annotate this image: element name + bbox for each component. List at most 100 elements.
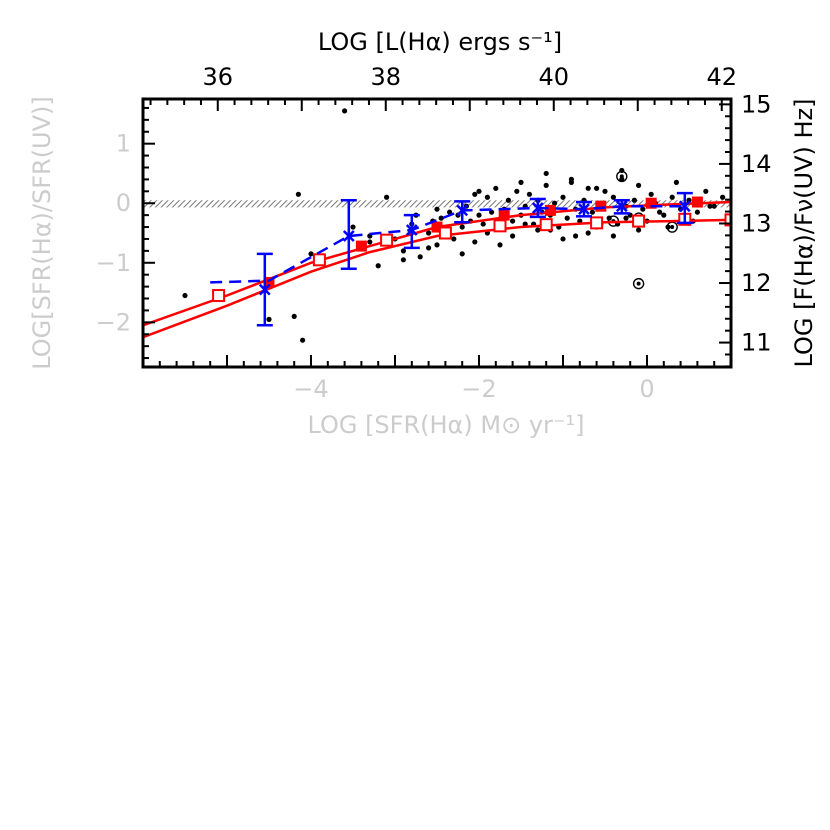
cross-marker-b — [456, 204, 469, 217]
model-curve-3 — [143, 218, 731, 339]
plot-frame — [141, 97, 733, 369]
data-point — [720, 194, 726, 200]
data-point — [484, 194, 490, 200]
data-point — [552, 200, 558, 206]
top-x-tick-label: 38 — [370, 63, 401, 91]
x-axis-label: LOG [SFR(Hα) M⊙ yr⁻¹] — [307, 411, 584, 439]
data-point — [476, 188, 482, 194]
circled-point-dot — [619, 174, 624, 179]
data-point — [543, 182, 549, 188]
data-point — [459, 251, 465, 257]
filled-square-marker — [691, 196, 703, 208]
data-point — [451, 236, 457, 242]
data-point — [400, 257, 406, 263]
data-point — [602, 188, 608, 194]
cross-marker-b — [578, 203, 590, 216]
data-point — [438, 215, 444, 221]
data-point — [472, 191, 478, 197]
data-point — [459, 224, 465, 230]
filled-square-marker — [431, 221, 443, 233]
open-square-marker — [539, 218, 553, 232]
open-square-marker — [380, 233, 394, 247]
data-point — [703, 188, 709, 194]
y-tick-label: 1 — [116, 130, 131, 158]
data-point — [384, 194, 390, 200]
data-point — [543, 170, 549, 177]
data-point — [640, 206, 646, 212]
data-point — [661, 212, 667, 218]
data-point — [707, 203, 713, 209]
data-point — [589, 209, 596, 215]
filled-square-marker — [645, 197, 657, 209]
data-point — [266, 316, 272, 322]
right-y-tick-label: 11 — [741, 329, 772, 357]
data-point — [657, 209, 663, 215]
data-point — [472, 239, 478, 245]
data-point — [300, 337, 306, 343]
data-point — [526, 191, 533, 197]
data-point — [182, 292, 188, 299]
data-point — [711, 203, 717, 209]
right-y-axis-label: LOG [F(Hα)/Fν(UV) Hz] — [790, 98, 818, 367]
y-tick-label: −2 — [96, 308, 131, 336]
data-point — [585, 230, 591, 236]
right-y-tick-label: 14 — [741, 150, 772, 178]
filled-square-marker — [498, 209, 510, 221]
data-point — [623, 215, 629, 221]
data-point — [505, 197, 511, 203]
right-y-tick-label: 15 — [741, 90, 772, 118]
cross-marker-b — [405, 224, 418, 236]
data-point — [514, 188, 520, 194]
data-point — [636, 227, 642, 233]
open-square-marker — [724, 213, 731, 227]
x-tick-label: −2 — [461, 375, 496, 403]
data-point — [476, 212, 482, 218]
dashed-curve-6 — [210, 204, 685, 284]
data-point — [350, 224, 356, 230]
data-point — [568, 176, 575, 182]
cross-marker-b — [342, 230, 355, 242]
top-x-tick-label: 42 — [706, 63, 737, 91]
data-point — [400, 248, 406, 254]
filled-square-marker — [595, 200, 607, 212]
open-square-marker — [212, 289, 226, 303]
data-point — [375, 263, 381, 269]
y-tick-label: −1 — [96, 249, 131, 277]
open-square-marker — [590, 216, 604, 230]
data-point — [669, 194, 675, 200]
data-point — [560, 194, 566, 200]
data-point — [434, 242, 440, 248]
circled-point-dot — [636, 281, 641, 286]
filled-square-marker — [263, 276, 275, 288]
filled-square-marker — [544, 204, 556, 216]
data-point — [493, 185, 499, 191]
y-tick-label: 0 — [116, 189, 131, 217]
circled-point — [616, 170, 628, 183]
hatched-band — [143, 200, 731, 208]
top-x-tick-label: 40 — [538, 63, 569, 91]
data-point — [573, 233, 579, 239]
data-point — [367, 239, 373, 245]
data-point — [631, 197, 638, 203]
open-square-marker — [312, 253, 326, 267]
open-square-marker — [438, 226, 452, 240]
data-point — [426, 245, 432, 251]
circled-point — [632, 277, 645, 290]
data-point — [648, 191, 654, 197]
data-point — [497, 242, 503, 248]
data-point — [564, 215, 570, 221]
data-point — [417, 254, 423, 260]
data-point — [342, 108, 348, 114]
right-y-tick-label: 12 — [741, 269, 772, 297]
data-point — [480, 221, 486, 227]
cross-marker-b — [615, 200, 628, 213]
hatched-band-layer — [143, 200, 731, 208]
open-square-marker — [632, 214, 646, 228]
cross-marker-b — [678, 200, 691, 213]
filled-square-marker — [355, 240, 367, 252]
data-point — [434, 206, 440, 212]
x-tick-label: 0 — [639, 375, 654, 403]
data-point — [535, 227, 541, 233]
